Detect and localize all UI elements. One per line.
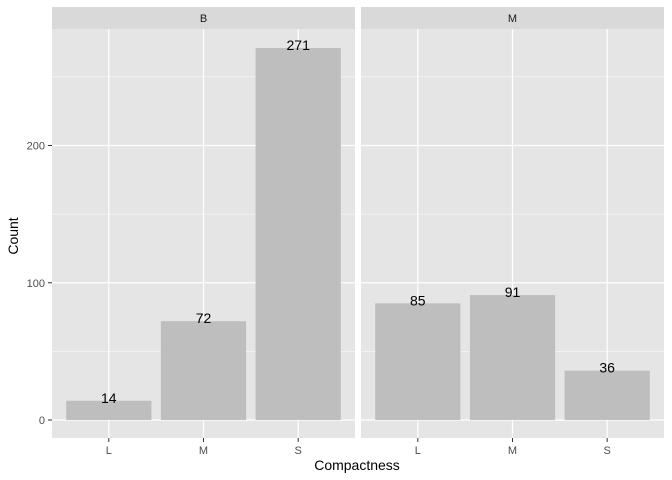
x-tick-label: S — [295, 445, 302, 457]
x-tick-label: S — [604, 445, 611, 457]
y-tick-label: 0 — [39, 415, 45, 427]
facet-strip — [361, 7, 664, 29]
bar-value-label: 72 — [196, 310, 212, 326]
x-axis-title: Compactness — [314, 457, 400, 473]
bar-b-l — [66, 400, 152, 420]
bar-m-l — [375, 303, 461, 420]
bar-value-label: 14 — [101, 390, 117, 406]
facet-strip-label: M — [508, 13, 517, 25]
bar-m-s — [564, 370, 650, 420]
facet-strip — [52, 7, 355, 29]
y-axis: 0 100 200 — [27, 141, 52, 427]
bar-b-m — [160, 321, 247, 420]
bar-value-label: 91 — [505, 284, 521, 300]
bar-m-m — [469, 295, 556, 420]
y-tick-label: 200 — [27, 141, 45, 153]
facet-panel-b: B 14 L 72 M 271 S — [52, 7, 355, 457]
bar-value-label: 271 — [287, 37, 311, 53]
x-tick-label: M — [508, 445, 517, 457]
bar-value-label: 36 — [599, 360, 615, 376]
facet-panel-m: M 85 L 91 M 36 S — [361, 7, 664, 457]
bar-value-label: 85 — [410, 292, 426, 308]
x-tick-label: M — [199, 445, 208, 457]
bar-b-s — [255, 48, 341, 421]
y-axis-title: Count — [5, 217, 21, 254]
facet-panels: B 14 L 72 M 271 S M 85 L 91 M 36 S — [52, 7, 664, 457]
y-tick-label: 100 — [27, 278, 45, 290]
facet-strip-label: B — [200, 13, 207, 25]
x-tick-label: L — [415, 445, 421, 457]
x-tick-label: L — [106, 445, 112, 457]
